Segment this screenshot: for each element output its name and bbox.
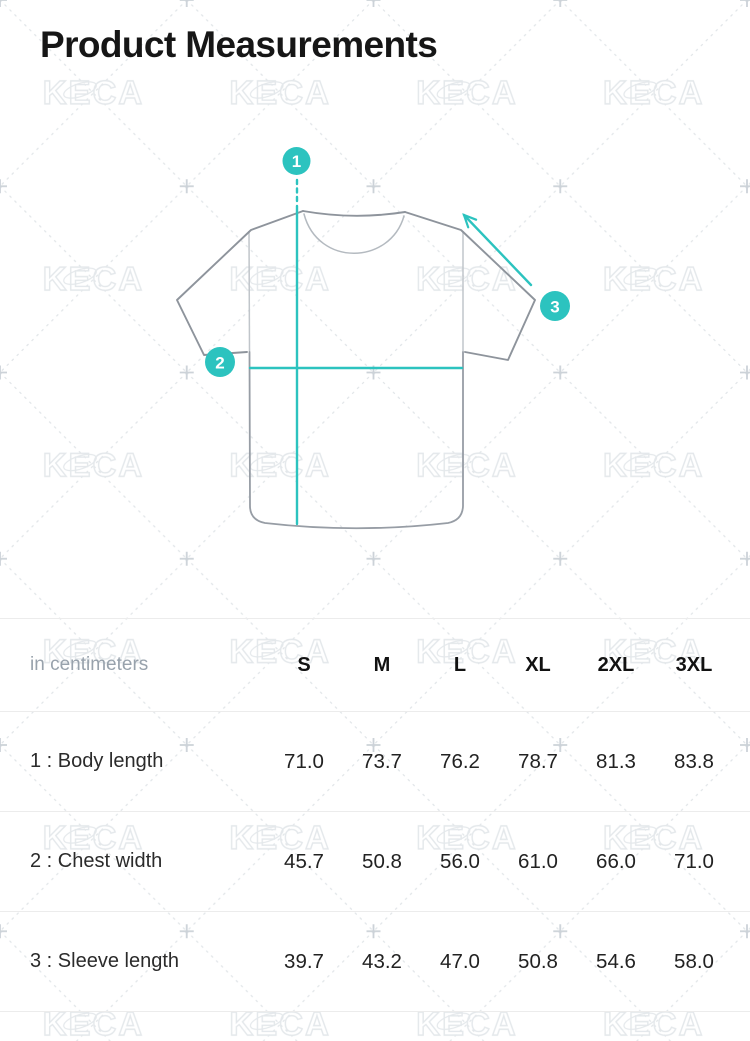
svg-text:2: 2 — [215, 354, 224, 373]
body-length-3xl: 83.8 — [674, 749, 714, 773]
page-title: Product Measurements — [40, 24, 438, 65]
tshirt-body-seams — [248, 230, 464, 353]
sleeve-length-l: 47.0 — [440, 949, 480, 973]
body-length-s: 71.0 — [284, 749, 324, 773]
chest-width-m: 50.8 — [362, 849, 402, 873]
row-label-body-length: 1 : Body length — [30, 750, 164, 772]
row-label-chest-width: 2 : Chest width — [30, 850, 163, 872]
sleeve-length-s: 39.7 — [284, 949, 324, 973]
table-row-body-length: 1 : Body length 71.0 73.7 76.2 78.7 81.3… — [0, 712, 750, 812]
tshirt-body-outline — [248, 351, 464, 530]
size-col-2xl: 2XL — [597, 653, 635, 676]
measurement-lines — [248, 178, 533, 526]
svg-text:1: 1 — [292, 152, 301, 171]
unit-label: in centimeters — [30, 654, 149, 675]
tshirt-collar-inner — [303, 213, 405, 254]
sleeve-length-xl: 50.8 — [518, 949, 558, 973]
body-length-l: 76.2 — [440, 749, 480, 773]
size-col-xl: XL — [525, 653, 551, 676]
marker-3-badge: 3 — [540, 291, 570, 321]
body-length-xl: 78.7 — [518, 749, 558, 773]
chest-width-l: 56.0 — [440, 849, 480, 873]
tshirt-measurement-diagram: 1 2 3 — [176, 147, 570, 530]
size-col-3xl: 3XL — [675, 653, 713, 676]
sleeve-length-3xl: 58.0 — [674, 949, 714, 973]
body-length-m: 73.7 — [362, 749, 402, 773]
marker-2-badge: 2 — [205, 347, 235, 377]
body-length-2xl: 81.3 — [596, 749, 636, 773]
chest-width-3xl: 71.0 — [674, 849, 714, 873]
table-row-sleeve-length: 3 : Sleeve length 39.7 43.2 47.0 50.8 54… — [0, 912, 750, 1012]
svg-text:3: 3 — [550, 298, 559, 317]
sleeve-length-m: 43.2 — [362, 949, 402, 973]
chest-width-s: 45.7 — [284, 849, 324, 873]
chest-width-xl: 61.0 — [518, 849, 558, 873]
marker-1-badge: 1 — [282, 147, 311, 175]
row-label-sleeve-length: 3 : Sleeve length — [30, 950, 179, 972]
measurements-table: in centimeters S M L XL 2XL 3XL 1 : Body… — [0, 618, 750, 1012]
chest-width-2xl: 66.0 — [596, 849, 636, 873]
sleeve-length-arrowhead — [462, 213, 478, 229]
size-col-s: S — [297, 653, 311, 676]
table-row-chest-width: 2 : Chest width 45.7 50.8 56.0 61.0 66.0… — [0, 812, 750, 912]
size-col-l: L — [453, 653, 467, 676]
sleeve-length-line — [462, 213, 533, 287]
tshirt-collar-outer — [302, 210, 406, 217]
sleeve-length-2xl: 54.6 — [596, 949, 636, 973]
size-col-m: M — [373, 653, 391, 676]
table-header-row: in centimeters S M L XL 2XL 3XL — [0, 618, 750, 712]
